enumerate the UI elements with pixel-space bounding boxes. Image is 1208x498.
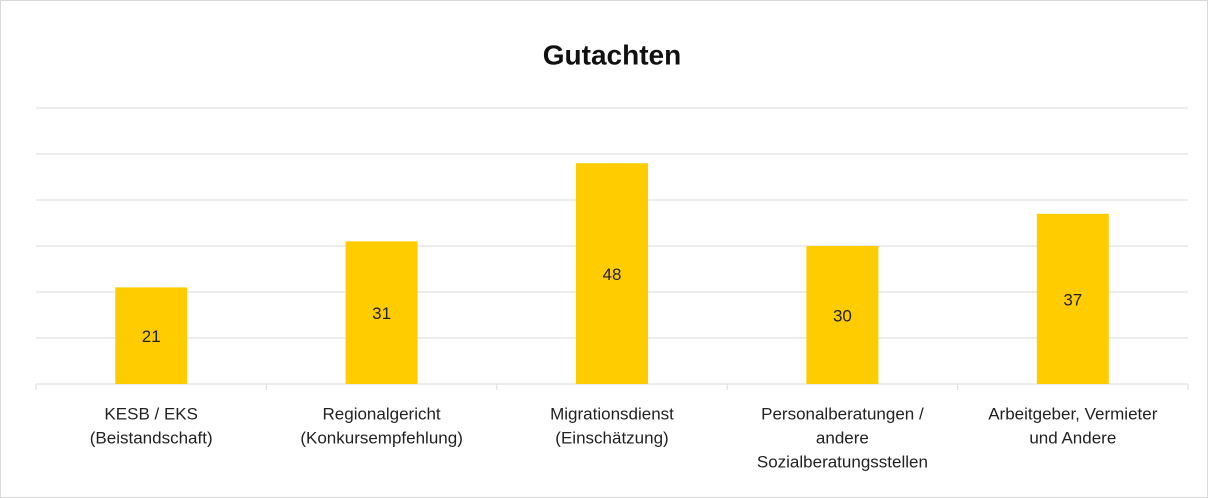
x-tick-label: Arbeitgeber, Vermieter — [988, 404, 1157, 423]
x-tick-label: Personalberatungen / — [761, 404, 924, 423]
data-label: 30 — [833, 306, 852, 325]
x-tick-label: (Konkursempfehlung) — [300, 428, 463, 447]
x-tick-label: andere — [816, 428, 869, 447]
x-tick-label: (Einschätzung) — [555, 428, 668, 447]
x-tick-label: Regionalgericht — [323, 404, 441, 423]
bar — [806, 246, 879, 384]
x-tick-label: KESB / EKS — [104, 404, 198, 423]
x-tick-label: und Andere — [1029, 428, 1116, 447]
data-label: 48 — [603, 265, 622, 284]
x-tick-label: Sozialberatungsstellen — [757, 452, 928, 471]
data-label: 37 — [1063, 290, 1082, 309]
bar — [345, 241, 418, 384]
x-tick-label: (Beistandschaft) — [90, 428, 213, 447]
data-label: 31 — [372, 304, 391, 323]
chart-title: Gutachten — [543, 39, 681, 70]
x-tick-label: Migrationsdienst — [550, 404, 674, 423]
data-label: 21 — [142, 327, 161, 346]
bar — [576, 163, 648, 384]
bar — [1036, 213, 1109, 384]
bar — [115, 287, 188, 384]
